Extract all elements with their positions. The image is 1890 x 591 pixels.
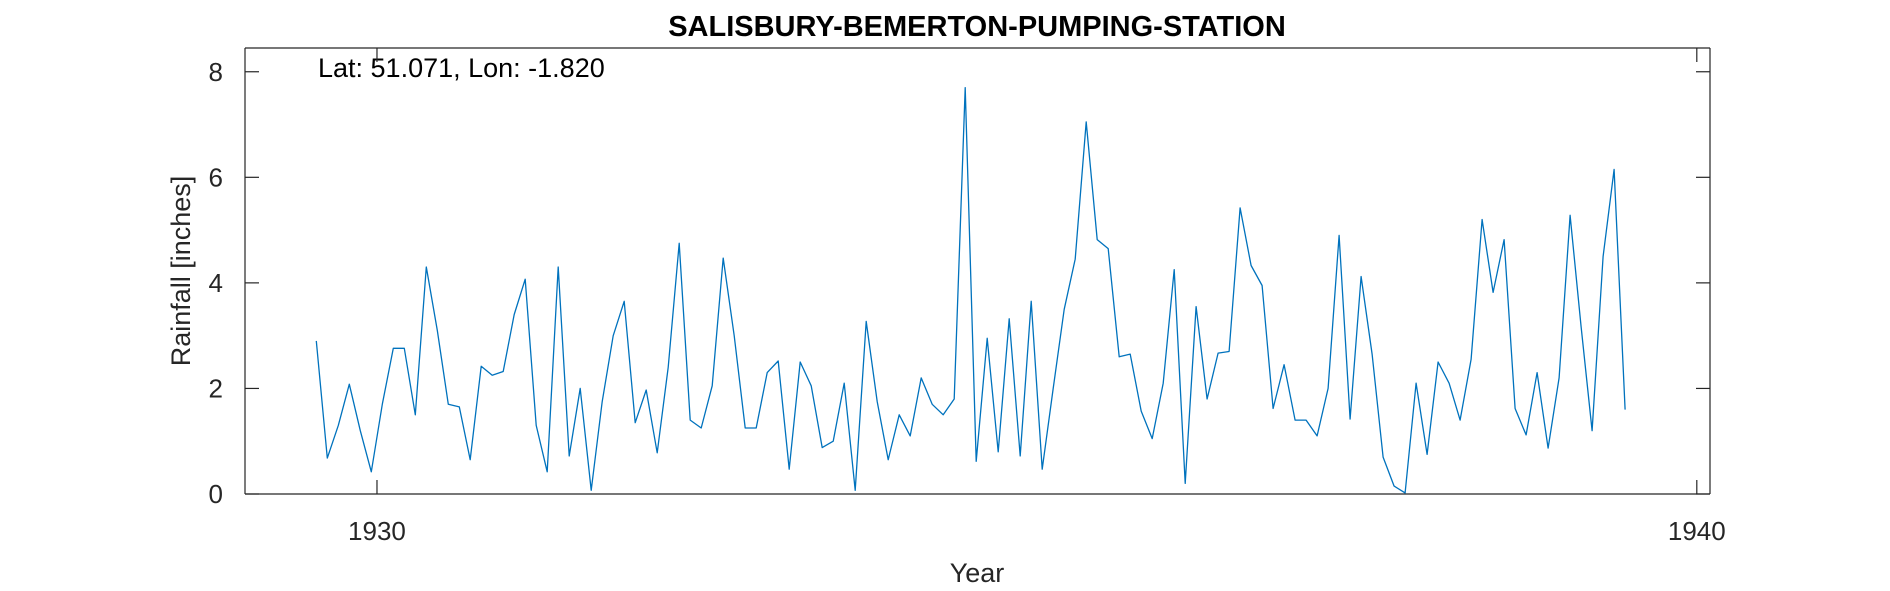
ticks: 0 2 4 6 8 1930 1940 (209, 48, 1726, 546)
x-axis-label: Year (950, 558, 1005, 588)
y-tick-label: 0 (209, 479, 223, 509)
y-axis-label: Rainfall [inches] (166, 176, 196, 367)
axes (244, 47, 1711, 495)
chart-title: SALISBURY-BEMERTON-PUMPING-STATION (668, 11, 1286, 43)
location-annotation: Lat: 51.071, Lon: -1.820 (318, 53, 605, 83)
x-tick-label: 1940 (1668, 516, 1726, 546)
y-tick-label: 2 (209, 373, 223, 403)
series-layer (315, 86, 1626, 494)
y-tick-label: 4 (209, 268, 223, 298)
y-tick-label: 8 (209, 57, 223, 87)
y-tick-label: 6 (209, 162, 223, 192)
series-line (315, 86, 1626, 494)
x-tick-label: 1930 (348, 516, 406, 546)
plot-area (245, 48, 1710, 494)
